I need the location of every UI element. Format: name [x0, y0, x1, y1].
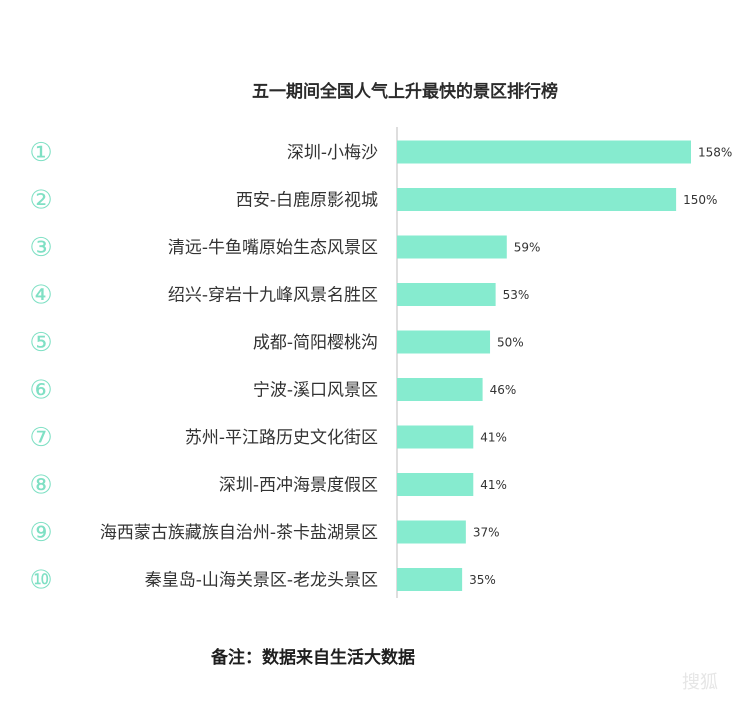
rank-badge-2: ②: [29, 186, 52, 216]
value-label-10: 35%: [469, 573, 496, 587]
data-source-note: 备注：数据来自生活大数据: [210, 647, 415, 668]
rank-badge-10: ⑩: [29, 566, 52, 596]
value-label-6: 46%: [490, 383, 517, 397]
category-label-4: 绍兴-穿岩十九峰风景名胜区: [168, 286, 378, 306]
bar-2: [397, 188, 677, 211]
value-label-8: 41%: [480, 478, 507, 492]
chart-title: 五一期间全国人气上升最快的景区排行榜: [252, 81, 558, 102]
value-label-7: 41%: [480, 431, 507, 445]
value-label-2: 150%: [683, 193, 717, 207]
category-label-1: 深圳-小梅沙: [287, 143, 378, 163]
value-label-4: 53%: [503, 288, 530, 302]
category-label-10: 秦皇岛-山海关景区-老龙头景区: [145, 571, 378, 591]
bar-5: [397, 330, 491, 354]
bar-9: [397, 520, 466, 544]
rank-badge-9: ⑨: [29, 518, 52, 548]
rank-badge-8: ⑧: [29, 471, 52, 501]
rank-badge-3: ③: [29, 233, 52, 263]
bar-4: [397, 283, 496, 306]
category-label-9: 海西蒙古族藏族自治州-茶卡盐湖景区: [100, 523, 378, 543]
category-label-7: 苏州-平江路历史文化街区: [185, 428, 378, 448]
bar-3: [397, 235, 507, 259]
bar-8: [397, 473, 474, 496]
rank-badge-5: ⑤: [29, 328, 52, 358]
bar-10: [397, 568, 463, 591]
category-label-6: 宁波-溪口风景区: [253, 381, 378, 401]
chart-marks: 158% 深圳-小梅沙 ① 150% 西安-白鹿原影视城 ② 59% 清远-牛鱼嘴原始生态风景…: [29, 138, 732, 596]
category-label-8: 深圳-西冲海景度假区: [219, 476, 378, 496]
rank-badge-4: ④: [29, 281, 52, 311]
category-label-5: 成都-简阳樱桃沟: [253, 333, 378, 353]
value-label-5: 50%: [497, 336, 524, 350]
rank-badge-1: ①: [29, 138, 52, 168]
category-label-3: 清远-牛鱼嘴原始生态风景区: [168, 238, 378, 258]
rank-badge-6: ⑥: [29, 376, 52, 406]
bar-7: [397, 425, 474, 449]
watermark: 搜狐: [682, 672, 718, 693]
bar-6: [397, 378, 483, 401]
value-label-1: 158%: [698, 146, 732, 160]
category-label-2: 西安-白鹿原影视城: [236, 191, 378, 211]
rank-badge-7: ⑦: [29, 423, 52, 453]
value-label-9: 37%: [473, 526, 500, 540]
bar-1: [397, 140, 691, 164]
value-label-3: 59%: [514, 241, 541, 255]
